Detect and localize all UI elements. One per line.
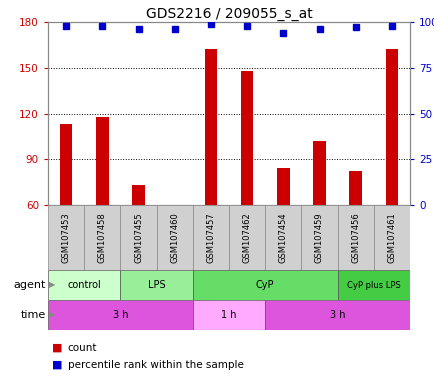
Bar [373, 205, 409, 270]
Text: CyP: CyP [255, 280, 274, 290]
Text: GSM107459: GSM107459 [314, 212, 323, 263]
Bar [48, 300, 192, 330]
Bar [265, 300, 409, 330]
Bar [228, 205, 265, 270]
Title: GDS2216 / 209055_s_at: GDS2216 / 209055_s_at [145, 7, 312, 21]
Bar [192, 270, 337, 300]
Text: GSM107453: GSM107453 [62, 212, 70, 263]
Text: GSM107457: GSM107457 [206, 212, 215, 263]
Text: time: time [20, 310, 46, 320]
Bar [204, 50, 217, 205]
Text: agent: agent [13, 280, 46, 290]
Text: control: control [67, 280, 101, 290]
Text: count: count [67, 343, 97, 353]
Bar [120, 270, 192, 300]
Bar [48, 205, 84, 270]
Bar [156, 205, 192, 270]
Text: GSM107460: GSM107460 [170, 212, 179, 263]
Text: percentile rank within the sample: percentile rank within the sample [67, 360, 243, 370]
Bar [120, 205, 156, 270]
Text: 1 h: 1 h [221, 310, 236, 320]
Bar [240, 71, 253, 205]
Bar [385, 50, 397, 205]
Bar [132, 185, 145, 205]
Bar [312, 141, 325, 205]
Bar [301, 205, 337, 270]
Bar [84, 205, 120, 270]
Bar [192, 205, 228, 270]
Bar [96, 117, 108, 205]
Text: 3 h: 3 h [329, 310, 345, 320]
Text: ▶: ▶ [49, 311, 55, 319]
Bar [265, 205, 301, 270]
Bar [59, 124, 72, 205]
Bar [276, 169, 289, 205]
Text: ■: ■ [52, 360, 62, 370]
Text: GSM107458: GSM107458 [98, 212, 107, 263]
Bar [337, 205, 373, 270]
Bar [192, 300, 265, 330]
Text: GSM107454: GSM107454 [278, 212, 287, 263]
Text: GSM107455: GSM107455 [134, 212, 143, 263]
Text: CyP plus LPS: CyP plus LPS [346, 280, 400, 290]
Text: ■: ■ [52, 343, 62, 353]
Text: ▶: ▶ [49, 280, 55, 290]
Text: 3 h: 3 h [112, 310, 128, 320]
Bar [337, 270, 409, 300]
Text: LPS: LPS [148, 280, 165, 290]
Text: GSM107456: GSM107456 [350, 212, 359, 263]
Bar [48, 270, 120, 300]
Bar [349, 171, 361, 205]
Text: GSM107461: GSM107461 [387, 212, 395, 263]
Text: GSM107462: GSM107462 [242, 212, 251, 263]
